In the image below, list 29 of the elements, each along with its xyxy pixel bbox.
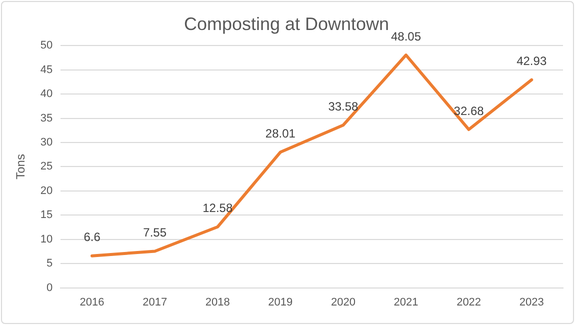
data-label: 28.01 <box>265 126 296 140</box>
data-label: 42.93 <box>516 54 547 68</box>
y-tick-label: 15 <box>40 209 53 222</box>
y-tick-label: 40 <box>40 88 53 100</box>
y-tick-label: 45 <box>40 64 53 76</box>
chart-title: Composting at Downtown <box>184 14 390 34</box>
y-tick-label: 10 <box>40 233 53 246</box>
data-label: 33.58 <box>328 99 359 114</box>
y-tick-label: 5 <box>46 258 53 270</box>
data-label: 32.68 <box>454 104 484 118</box>
x-tick-label: 2019 <box>268 296 293 308</box>
y-tick-label: 20 <box>40 184 53 197</box>
data-label: 48.05 <box>390 29 422 44</box>
y-axis-title: Tons <box>14 154 28 180</box>
y-tick-label: 0 <box>46 282 53 294</box>
x-tick-label: 2017 <box>142 296 168 308</box>
x-tick-label: 2016 <box>80 296 104 308</box>
y-tick-label: 25 <box>40 160 53 173</box>
data-label: 6.6 <box>84 230 101 244</box>
x-tick-label: 2021 <box>394 296 418 308</box>
y-tick-label: 35 <box>40 112 53 124</box>
y-tick-label: 50 <box>40 40 53 52</box>
x-tick-label: 2022 <box>456 296 482 308</box>
data-label: 7.55 <box>143 226 167 240</box>
data-label: 12.58 <box>202 201 233 216</box>
x-tick-label: 2018 <box>205 296 230 308</box>
x-tick-label: 2020 <box>330 296 356 308</box>
y-tick-label: 30 <box>40 136 53 149</box>
x-tick-label: 2023 <box>519 296 544 308</box>
